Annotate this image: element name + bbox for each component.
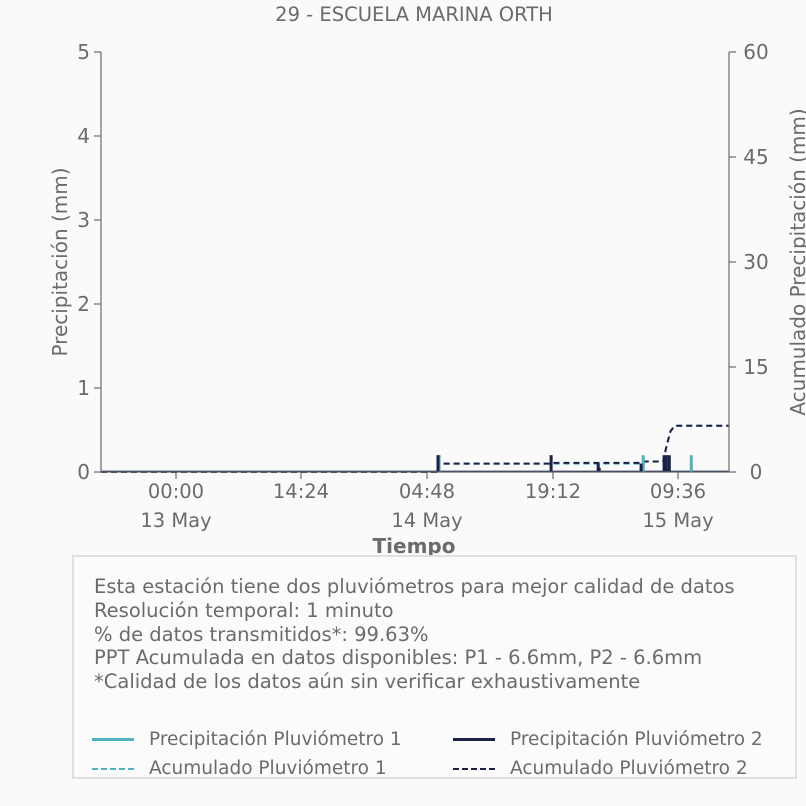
legend-item-precip-p1: Precipitación Pluviómetro 1 <box>92 729 402 750</box>
legend-item-precip-p2: Precipitación Pluviómetro 2 <box>453 729 763 750</box>
x-tick-label: 04:48 <box>399 480 455 503</box>
info-line-quality-note: *Calidad de los datos aún sin verificar … <box>94 670 641 694</box>
info-box: Esta estación tiene dos pluviómetros par… <box>72 555 797 779</box>
legend-swatch-dashed-teal <box>92 767 134 770</box>
y-tick-label-right: 30 <box>743 250 768 274</box>
x-tick-date-label: 14 May <box>391 509 462 532</box>
right-y-ticks: 0 15 30 45 60 <box>729 40 769 484</box>
y-tick-label-left: 4 <box>77 124 90 148</box>
info-line-dual-gauge: Esta estación tiene dos pluviómetros par… <box>94 575 735 598</box>
legend-label: Acumulado Pluviómetro 1 <box>149 758 387 779</box>
x-tick-date-label: 13 May <box>140 509 211 532</box>
y-tick-label-left: 2 <box>77 292 90 316</box>
precip-bar <box>549 455 553 472</box>
precip-bar <box>667 455 671 472</box>
info-line-resolution: Resolución temporal: 1 minuto <box>94 598 394 622</box>
precip-bar <box>639 463 643 472</box>
legend-swatch-solid-navy <box>453 738 495 741</box>
precip-bar <box>664 455 668 472</box>
x-tick-label: 00:00 <box>148 480 204 503</box>
info-line-accumulated: PPT Acumulada en datos disponibles: P1 -… <box>94 646 703 670</box>
precip-bar <box>641 455 645 472</box>
legend-label: Acumulado Pluviómetro 2 <box>510 758 748 779</box>
x-ticks: 00:00 13 May 14:24 04:48 14 May 19:12 09:36 15 … <box>140 472 714 532</box>
y-tick-label-left: 3 <box>77 208 90 232</box>
info-line-transmitted: % de datos transmitidos*: 99.63% <box>94 622 429 646</box>
y-tick-label-right: 45 <box>743 145 768 169</box>
x-axis-label: Tiempo <box>373 534 456 558</box>
y-tick-label-right: 60 <box>743 40 768 64</box>
y-axis-label-right: Acumulado Precipitación (mm) <box>786 108 806 415</box>
chart-title: 29 - ESCUELA MARINA ORTH <box>275 3 553 26</box>
precip-bar <box>597 467 601 472</box>
left-y-ticks: 0 1 2 3 4 5 <box>77 40 101 484</box>
y-axis-label-left: Precipitación (mm) <box>48 167 72 356</box>
accumulated-line <box>101 424 729 473</box>
legend-label: Precipitación Pluviómetro 1 <box>149 729 402 750</box>
series-layer <box>101 424 729 473</box>
y-tick-label-right: 0 <box>750 460 763 484</box>
y-tick-label-left: 0 <box>77 460 90 484</box>
precip-bar <box>436 455 440 472</box>
y-tick-label-left: 5 <box>77 40 90 64</box>
legend-label: Precipitación Pluviómetro 2 <box>510 729 763 750</box>
accumulated-line <box>101 424 729 473</box>
precip-bar <box>662 455 666 472</box>
y-tick-label-right: 15 <box>743 355 768 379</box>
y-tick-label-left: 1 <box>77 376 90 400</box>
legend-swatch-dashed-navy <box>453 767 495 770</box>
station-info: Esta estación tiene dos pluviómetros par… <box>94 575 735 694</box>
precip-bar <box>689 455 693 472</box>
legend-swatch-solid-teal <box>92 738 134 741</box>
x-tick-label: 19:12 <box>525 480 581 503</box>
x-tick-label: 09:36 <box>650 480 706 503</box>
x-tick-label: 14:24 <box>273 480 329 503</box>
legend-item-accum-p2: Acumulado Pluviómetro 2 <box>453 758 748 779</box>
x-tick-date-label: 15 May <box>642 509 713 532</box>
legend-item-accum-p1: Acumulado Pluviómetro 1 <box>92 758 387 779</box>
legend: Precipitación Pluviómetro 1 Precipitació… <box>92 729 792 789</box>
